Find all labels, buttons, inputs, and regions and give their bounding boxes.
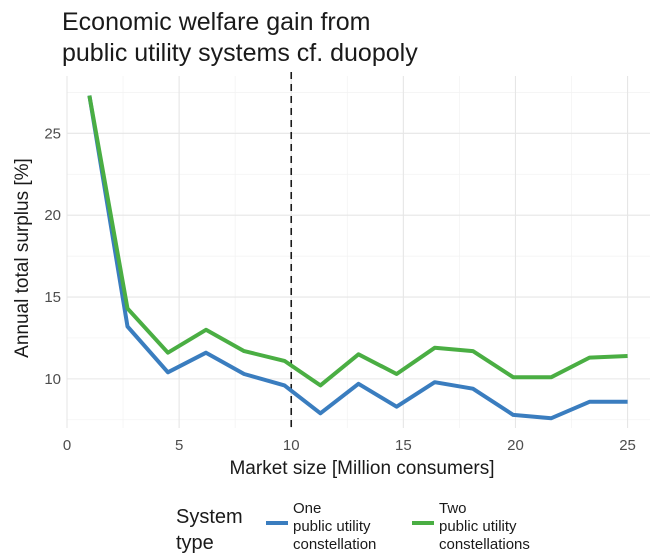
x-tick-labels: 0 5 10 15 20 25 [63, 437, 636, 454]
legend: System type One public utility constella… [176, 500, 530, 554]
y-tick-label: 15 [44, 289, 61, 306]
y-axis-label: Annual total surplus [%] [12, 158, 33, 358]
legend-title-line-2: type [176, 532, 214, 554]
x-tick-label: 0 [63, 437, 71, 454]
y-tick-label: 20 [44, 207, 61, 224]
x-tick-label: 10 [283, 437, 300, 454]
series-line-two-constellations [87, 95, 628, 388]
x-tick-label: 20 [507, 437, 524, 454]
legend-label-one-line-1: One [293, 500, 321, 517]
x-tick-label: 25 [619, 437, 636, 454]
chart-title-line-2: public utility systems cf. duopoly [62, 39, 418, 67]
y-tick-label: 10 [44, 371, 61, 388]
legend-label-one-line-2: public utility [293, 518, 371, 535]
legend-label-one-line-3: constellation [293, 536, 376, 553]
legend-title-line-1: System [176, 506, 243, 528]
legend-label-two-line-3: constellations [439, 536, 530, 553]
y-tick-label: 25 [44, 125, 61, 142]
plot-grid [66, 76, 650, 428]
series-group [87, 95, 628, 421]
chart-title-line-1: Economic welfare gain from [62, 8, 370, 36]
x-axis-label: Market size [Million consumers] [229, 458, 494, 479]
x-tick-label: 15 [395, 437, 412, 454]
legend-label-two-line-1: Two [439, 500, 467, 517]
legend-label-two-line-2: public utility [439, 518, 517, 535]
y-tick-labels: 10 15 20 25 [44, 125, 61, 388]
series-line-one-constellation [87, 95, 628, 421]
x-tick-label: 5 [175, 437, 183, 454]
